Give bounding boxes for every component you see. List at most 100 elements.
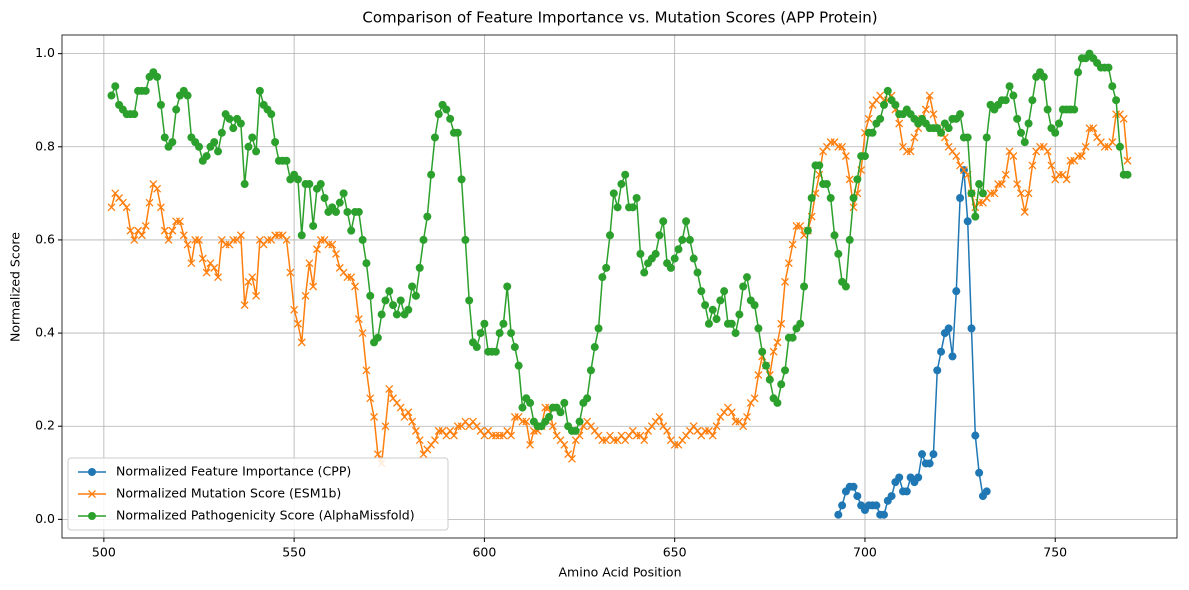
point-marker bbox=[937, 347, 946, 356]
point-marker bbox=[982, 487, 991, 496]
point-marker bbox=[895, 119, 904, 128]
point-marker bbox=[1039, 72, 1048, 81]
point-marker bbox=[963, 133, 972, 142]
point-marker bbox=[727, 408, 736, 417]
point-marker bbox=[476, 329, 485, 338]
point-marker bbox=[172, 105, 181, 114]
y-tick-label: 0.4 bbox=[35, 325, 55, 340]
point-marker bbox=[1028, 96, 1037, 105]
point-marker bbox=[765, 375, 774, 384]
point-marker bbox=[214, 147, 223, 156]
point-marker bbox=[731, 329, 740, 338]
point-marker bbox=[971, 431, 980, 440]
point-marker bbox=[156, 100, 165, 109]
point-marker bbox=[1055, 119, 1064, 128]
point-marker bbox=[834, 249, 843, 258]
point-marker bbox=[423, 212, 432, 221]
legend-label: Normalized Mutation Score (ESM1b) bbox=[116, 486, 341, 501]
point-marker bbox=[408, 282, 417, 291]
point-marker bbox=[952, 152, 961, 161]
point-marker bbox=[351, 282, 359, 291]
point-marker bbox=[1016, 128, 1025, 137]
point-marker bbox=[906, 147, 915, 156]
point-marker bbox=[914, 473, 923, 482]
y-tick-label: 1.0 bbox=[35, 45, 55, 60]
point-marker bbox=[381, 296, 390, 305]
point-marker bbox=[404, 408, 413, 417]
point-marker bbox=[514, 361, 523, 370]
point-marker bbox=[586, 366, 595, 375]
point-marker bbox=[708, 431, 717, 440]
point-marker bbox=[255, 86, 264, 95]
point-marker bbox=[636, 249, 645, 258]
point-marker bbox=[195, 235, 203, 244]
point-marker bbox=[944, 324, 953, 333]
point-marker bbox=[210, 263, 219, 272]
point-marker bbox=[229, 124, 238, 133]
point-marker bbox=[689, 254, 698, 263]
point-marker bbox=[887, 492, 896, 501]
point-marker bbox=[910, 133, 919, 142]
series-line bbox=[110, 93, 1129, 464]
point-marker bbox=[990, 189, 999, 198]
y-tick-label: 0.2 bbox=[35, 418, 55, 433]
point-marker bbox=[396, 296, 405, 305]
legend-label: Normalized Pathogenicity Score (AlphaMis… bbox=[116, 508, 415, 523]
point-marker bbox=[963, 217, 972, 226]
point-marker bbox=[651, 249, 660, 258]
point-marker bbox=[267, 110, 276, 119]
point-marker bbox=[1104, 63, 1113, 72]
point-marker bbox=[853, 492, 862, 501]
point-marker bbox=[1009, 152, 1018, 161]
point-marker bbox=[293, 175, 302, 184]
point-marker bbox=[838, 142, 847, 151]
point-marker bbox=[244, 142, 253, 151]
point-marker bbox=[815, 161, 824, 170]
point-marker bbox=[613, 203, 622, 212]
point-marker bbox=[1108, 138, 1117, 147]
point-marker bbox=[796, 221, 805, 230]
point-marker bbox=[982, 133, 991, 142]
point-marker bbox=[868, 128, 877, 137]
point-marker bbox=[583, 394, 592, 403]
point-marker bbox=[130, 110, 139, 119]
point-marker bbox=[408, 417, 417, 426]
point-marker bbox=[107, 203, 116, 212]
point-marker bbox=[754, 324, 763, 333]
point-marker bbox=[156, 203, 165, 212]
point-marker bbox=[240, 301, 249, 310]
point-marker bbox=[415, 436, 424, 445]
point-marker bbox=[510, 343, 519, 352]
point-marker bbox=[309, 282, 318, 291]
point-marker bbox=[202, 152, 211, 161]
point-marker bbox=[1013, 180, 1022, 188]
point-marker bbox=[331, 207, 340, 216]
point-marker bbox=[845, 235, 854, 244]
point-marker bbox=[461, 235, 470, 244]
point-marker bbox=[160, 133, 169, 142]
point-marker bbox=[1123, 156, 1132, 165]
point-marker bbox=[1070, 105, 1079, 114]
point-marker bbox=[385, 385, 394, 393]
point-marker bbox=[373, 333, 382, 342]
point-marker bbox=[849, 203, 858, 212]
legend-marker bbox=[88, 512, 96, 520]
point-marker bbox=[153, 184, 162, 193]
point-marker bbox=[937, 128, 946, 137]
point-marker bbox=[762, 361, 771, 370]
point-marker bbox=[164, 235, 173, 244]
point-marker bbox=[708, 305, 717, 314]
point-marker bbox=[168, 138, 177, 147]
point-marker bbox=[415, 263, 424, 272]
point-marker bbox=[526, 440, 535, 449]
point-marker bbox=[168, 226, 177, 235]
point-marker bbox=[362, 259, 371, 268]
point-marker bbox=[902, 487, 911, 496]
point-marker bbox=[602, 263, 611, 272]
point-marker bbox=[571, 426, 580, 435]
point-marker bbox=[293, 319, 302, 328]
point-marker bbox=[548, 422, 557, 431]
point-marker bbox=[194, 142, 203, 151]
point-marker bbox=[750, 394, 759, 403]
point-marker bbox=[1074, 68, 1083, 77]
